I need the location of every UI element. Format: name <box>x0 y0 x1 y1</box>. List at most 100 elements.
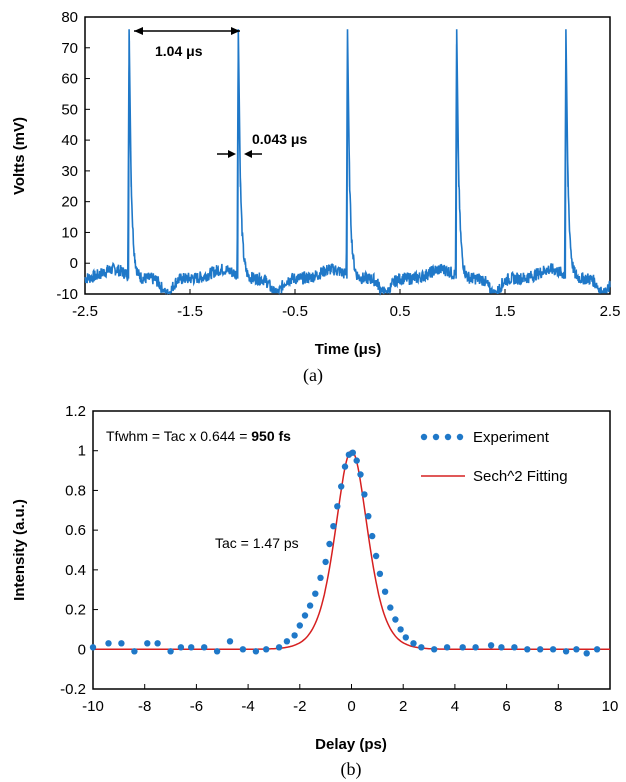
experiment-point <box>372 552 380 560</box>
experiment-point <box>239 646 247 653</box>
chart-b-y-ticks: -0.2 0 0.2 0.4 0.6 0.8 1 1.2 <box>60 403 98 698</box>
experiment-point <box>410 640 417 647</box>
experiment-point <box>296 622 303 629</box>
experiment-point <box>306 602 314 609</box>
chart-b-x-tick-label: -4 <box>241 698 254 715</box>
experiment-point <box>392 616 399 623</box>
chart-a-x-tick-label: -0.5 <box>282 303 308 320</box>
experiment-point <box>402 634 409 641</box>
chart-a-signal-line <box>84 29 611 297</box>
chart-b: -0.2 0 0.2 0.4 0.6 0.8 1 1.2 -10 -8 -6 -4 -2 0 2 4 6 8 10… <box>11 403 618 780</box>
chart-a-y-tick-label: 20 <box>61 194 78 211</box>
chart-b-panel-label: (b) <box>341 759 362 780</box>
experiment-point <box>301 612 309 619</box>
period-arrowhead-left <box>134 27 143 35</box>
experiment-point <box>376 570 384 577</box>
chart-b-x-tick-label: 10 <box>602 698 619 715</box>
experiment-point <box>498 644 505 651</box>
experiment-point <box>418 644 425 651</box>
experiment-point <box>387 604 394 611</box>
chart-a-y-tick-label: 80 <box>61 9 78 26</box>
chart-a-x-tick-label: -2.5 <box>72 303 98 320</box>
experiment-point <box>118 640 125 647</box>
experiment-point <box>89 644 97 651</box>
legend-fit-label: Sech^2 Fitting <box>473 468 568 485</box>
experiment-point <box>226 638 234 645</box>
experiment-point <box>349 449 356 456</box>
experiment-point <box>524 646 531 653</box>
chart-a-x-tick-label: 1.5 <box>495 303 516 320</box>
chart-b-y-tick-label: 0.8 <box>65 482 86 499</box>
chart-b-y-axis-label: Intensity (a.u.) <box>11 499 28 601</box>
experiment-point <box>487 642 495 649</box>
chart-b-x-tick-label: 6 <box>502 698 510 715</box>
chart-b-x-tick-label: -8 <box>138 698 151 715</box>
chart-b-x-tick-label: 4 <box>451 698 459 715</box>
experiment-point <box>283 638 291 645</box>
width-label: 0.043 μs <box>252 131 307 147</box>
experiment-point <box>357 471 364 478</box>
experiment-point <box>263 646 270 653</box>
experiment-point <box>593 646 601 653</box>
experiment-point <box>275 644 283 651</box>
experiment-point <box>188 644 195 651</box>
experiment-point <box>353 457 360 464</box>
chart-b-x-axis-label: Delay (ps) <box>315 736 387 753</box>
chart-b-y-tick-label: 0.4 <box>65 562 86 579</box>
experiment-point <box>334 503 341 510</box>
chart-a-x-tick-label: -1.5 <box>177 303 203 320</box>
chart-b-x-tick-label: 8 <box>554 698 562 715</box>
chart-b-experiment-points <box>89 449 601 657</box>
chart-b-x-tick-label: -2 <box>293 698 306 715</box>
width-arrowhead-left <box>228 150 236 158</box>
fwhm-formula-prefix: Tfwhm = Tac x 0.644 = <box>106 428 251 444</box>
experiment-point <box>144 640 151 647</box>
experiment-point <box>213 648 221 655</box>
legend-experiment-label: Experiment <box>473 429 550 446</box>
chart-a-panel-label: (a) <box>303 365 323 386</box>
legend-experiment-marker <box>420 433 464 441</box>
experiment-point <box>443 644 451 651</box>
chart-a-x-axis-label: Time (μs) <box>315 341 381 358</box>
chart-b-x-tick-label: 0 <box>347 698 355 715</box>
experiment-point <box>177 644 185 651</box>
experiment-point <box>459 644 466 651</box>
experiment-point <box>252 648 260 655</box>
experiment-point <box>397 626 404 633</box>
period-label: 1.04 μs <box>155 43 203 59</box>
experiment-point <box>431 646 438 653</box>
width-annotation: 0.043 μs <box>217 131 307 158</box>
experiment-point <box>369 532 376 540</box>
fwhm-formula: Tfwhm = Tac x 0.644 = 950 fs <box>106 428 291 444</box>
chart-b-x-ticks: -10 -8 -6 -4 -2 0 2 4 6 8 10 <box>82 684 618 715</box>
chart-b-legend: Experiment Sech^2 Fitting <box>420 429 568 485</box>
chart-a-y-tick-label: 30 <box>61 163 78 180</box>
chart-a-y-tick-label: 0 <box>70 255 78 272</box>
chart-a-x-tick-label: 2.5 <box>600 303 621 320</box>
chart-a-y-tick-label: 70 <box>61 40 78 57</box>
experiment-point <box>472 644 479 651</box>
experiment-point <box>549 646 557 653</box>
experiment-point <box>317 574 324 581</box>
experiment-point <box>312 590 319 597</box>
chart-a-x-tick-label: 0.5 <box>390 303 411 320</box>
experiment-point <box>201 644 208 651</box>
chart-b-y-tick-label: 0.2 <box>65 602 86 619</box>
chart-b-y-tick-label: 0.6 <box>65 522 86 539</box>
experiment-point <box>361 491 368 498</box>
chart-a-y-ticks: -10 0 10 20 30 40 50 60 70 80 <box>56 9 90 303</box>
experiment-point <box>511 644 518 651</box>
experiment-point <box>338 483 345 490</box>
chart-a-y-tick-label: -10 <box>56 286 78 303</box>
experiment-point <box>381 588 389 595</box>
chart-a-y-axis-label: Voltts (mV) <box>11 117 28 195</box>
experiment-point <box>341 463 349 470</box>
chart-a-y-tick-label: 50 <box>61 101 78 118</box>
experiment-point <box>105 640 112 647</box>
experiment-point <box>330 523 337 530</box>
chart-b-x-tick-label: -10 <box>82 698 104 715</box>
chart-b-y-tick-label: -0.2 <box>60 681 86 698</box>
chart-b-y-tick-label: 0 <box>78 641 86 658</box>
chart-a-y-tick-label: 40 <box>61 132 78 149</box>
